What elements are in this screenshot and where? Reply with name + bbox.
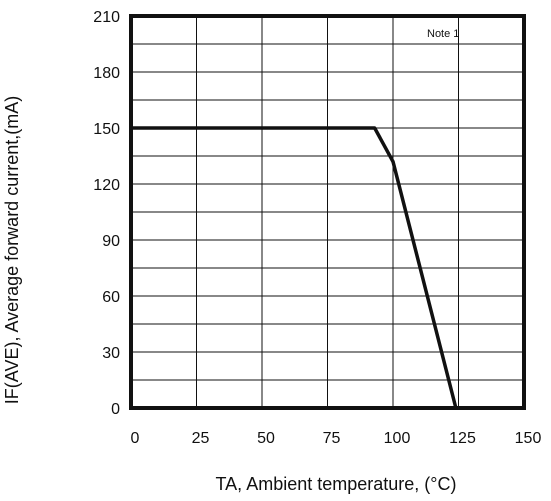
y-tick-label: 210 xyxy=(93,9,120,26)
x-tick-label: 150 xyxy=(515,430,542,447)
x-axis-title: TA, Ambient temperature, (°C) xyxy=(216,474,457,494)
x-tick-label: 75 xyxy=(323,430,341,447)
y-tick-label: 30 xyxy=(102,345,120,362)
x-tick-labels: 0 25 50 75 100 125 150 xyxy=(131,430,542,447)
y-tick-label: 180 xyxy=(93,65,120,82)
y-tick-label: 0 xyxy=(111,401,120,418)
x-tick-label: 0 xyxy=(131,430,140,447)
plot-frame xyxy=(129,14,526,410)
y-tick-label: 150 xyxy=(93,121,120,138)
x-tick-label: 50 xyxy=(257,430,275,447)
y-axis-title: IF(AVE), Average forward current,(mA) xyxy=(2,96,22,404)
y-tick-label: 120 xyxy=(93,177,120,194)
note-annotation: Note 1 xyxy=(427,28,459,40)
y-tick-label: 90 xyxy=(102,233,120,250)
x-tick-label: 25 xyxy=(192,430,210,447)
grid xyxy=(131,16,524,408)
x-tick-label: 100 xyxy=(384,430,411,447)
series-line xyxy=(131,126,458,409)
y-tick-label: 60 xyxy=(102,289,120,306)
x-tick-label: 125 xyxy=(449,430,476,447)
y-tick-labels: 0 30 60 90 120 150 180 210 xyxy=(93,9,120,418)
